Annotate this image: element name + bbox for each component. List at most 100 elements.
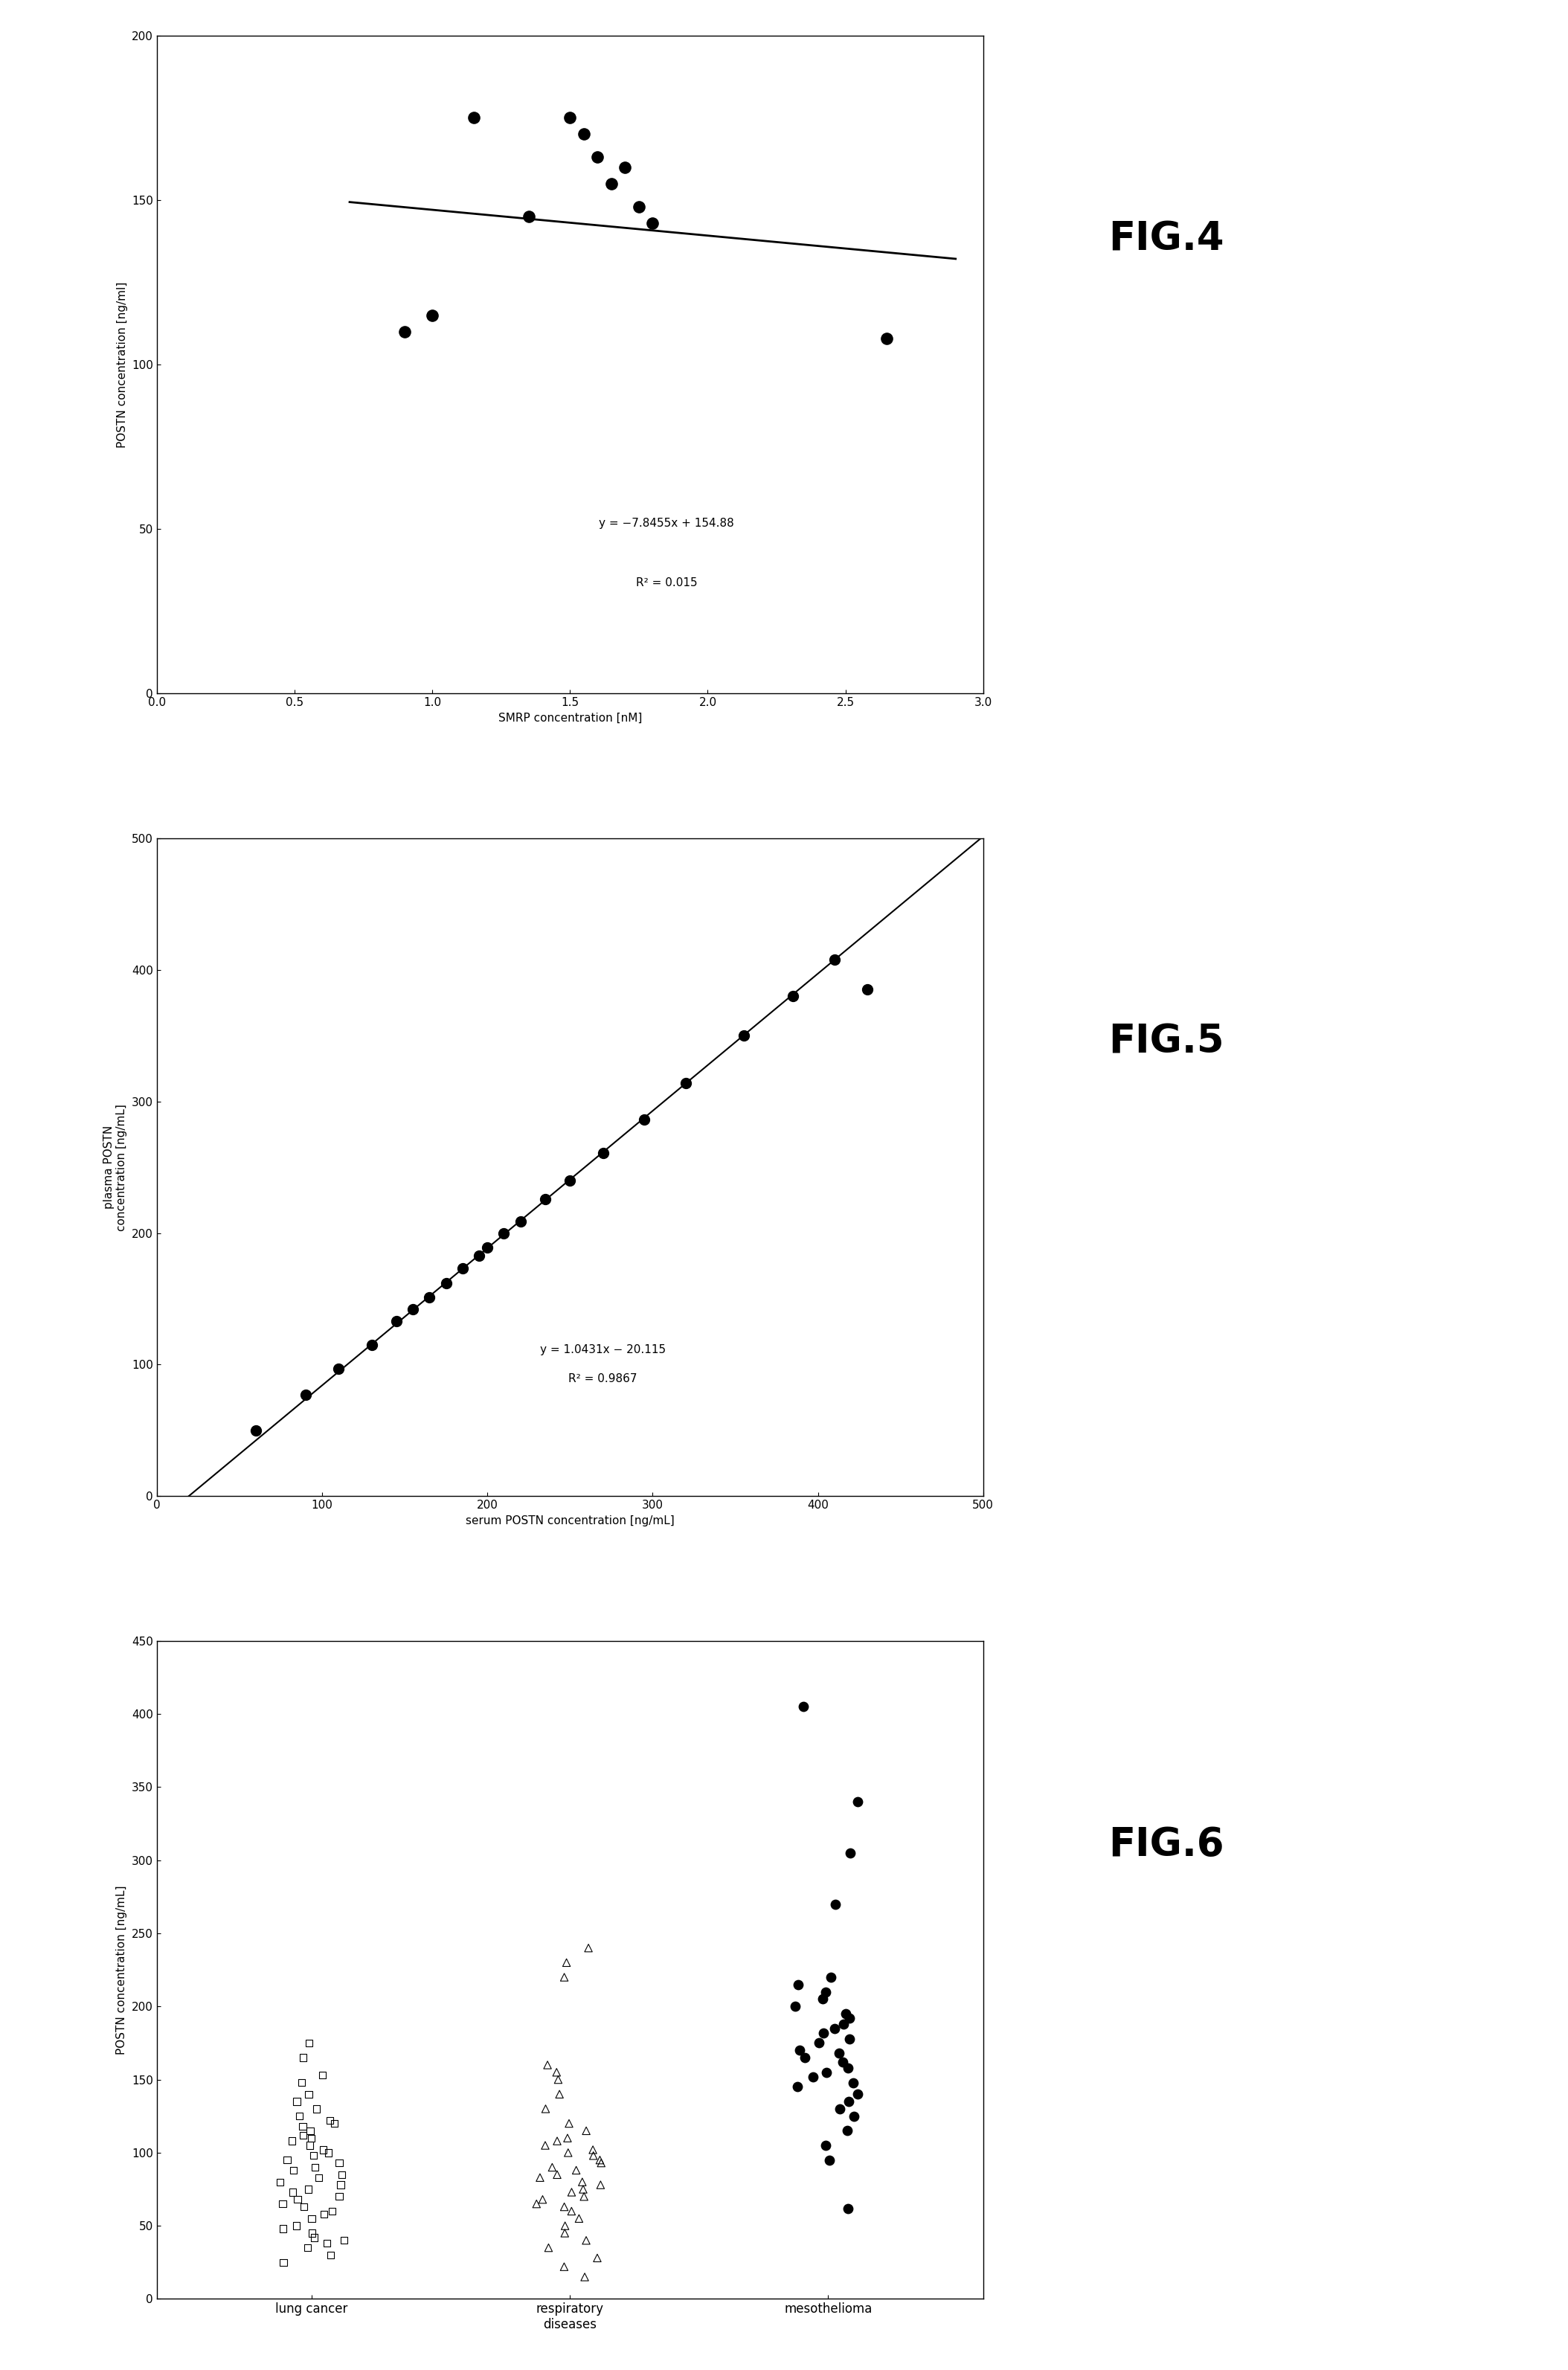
Point [281, 2173, 306, 2211]
Point [585, 2240, 610, 2278]
Point [640, 204, 665, 242]
Point [806, 2024, 831, 2062]
Point [558, 100, 583, 137]
Point [782, 1988, 808, 2026]
Point [552, 2247, 577, 2285]
Point [301, 2218, 326, 2256]
Point [530, 2180, 555, 2218]
Point [792, 2038, 817, 2076]
Point [392, 313, 417, 351]
Point [571, 2178, 596, 2216]
Point [296, 2126, 321, 2164]
Point [270, 2209, 295, 2247]
Point [306, 2159, 331, 2197]
Point [274, 2140, 299, 2178]
Point [296, 2171, 321, 2209]
Point [591, 1133, 616, 1171]
Point [613, 149, 638, 187]
Point [533, 2090, 558, 2128]
Point [632, 1102, 657, 1140]
Point [285, 2180, 310, 2218]
Point [626, 187, 651, 225]
Point [287, 2097, 312, 2135]
Point [284, 2206, 309, 2244]
Point [588, 2166, 613, 2204]
Point [834, 2112, 859, 2150]
Point [296, 2076, 321, 2114]
Point [544, 2157, 569, 2195]
Point [310, 2057, 336, 2095]
Point [837, 2019, 862, 2057]
Point [547, 2076, 572, 2114]
Point [563, 2152, 588, 2190]
Point [535, 2045, 560, 2083]
Point [599, 164, 624, 201]
Point [400, 1289, 425, 1327]
Point [384, 1301, 409, 1339]
Point [296, 2024, 321, 2062]
Point [544, 2052, 569, 2090]
Text: FIG.5: FIG.5 [1109, 1021, 1225, 1062]
Point [546, 2060, 571, 2097]
Point [552, 2206, 577, 2244]
Point [295, 2228, 320, 2266]
Point [837, 2000, 862, 2038]
Point [271, 2244, 296, 2282]
Point [326, 2178, 351, 2216]
Point [317, 2102, 342, 2140]
Point [267, 2164, 292, 2202]
Point [433, 1263, 458, 1301]
Point [831, 2005, 856, 2043]
Point [318, 2235, 343, 2273]
Point [555, 2133, 580, 2171]
Point [833, 1996, 858, 2033]
Point [786, 2069, 811, 2107]
Point [290, 2064, 315, 2102]
Point [310, 2131, 336, 2169]
Point [580, 2131, 605, 2169]
Point [299, 2199, 325, 2237]
Point [831, 2043, 856, 2081]
Point [569, 2164, 594, 2202]
Point [321, 2105, 347, 2142]
Text: y = −7.8455x + 154.88: y = −7.8455x + 154.88 [599, 519, 734, 529]
Point [420, 296, 445, 334]
Point [811, 2014, 836, 2052]
Point [836, 2083, 861, 2121]
Point [326, 2145, 351, 2183]
Point [270, 2185, 295, 2223]
Point [560, 2173, 585, 2211]
Point [301, 2138, 326, 2176]
Point [281, 2152, 306, 2190]
Point [558, 2192, 583, 2230]
Point [290, 2038, 315, 2076]
Point [552, 2214, 577, 2252]
Point [787, 2031, 812, 2069]
Point [801, 2057, 826, 2095]
Point [508, 1202, 533, 1240]
Point [585, 137, 610, 175]
Point [828, 2090, 853, 2128]
Point [533, 1180, 558, 1218]
Point [575, 1929, 601, 1967]
Point [284, 2083, 309, 2121]
Point [814, 1972, 839, 2010]
Text: R² = 0.9867: R² = 0.9867 [569, 1372, 638, 1384]
Point [243, 1413, 268, 1450]
Point [555, 2119, 580, 2157]
Point [279, 2121, 304, 2159]
Point [303, 2147, 328, 2185]
Point [516, 197, 541, 235]
Point [527, 2159, 552, 2197]
Point [571, 116, 596, 154]
Point [845, 2076, 870, 2114]
Point [836, 2050, 861, 2088]
Point [845, 1782, 870, 1820]
Point [326, 1349, 351, 1386]
Point [329, 2157, 354, 2195]
Point [299, 2214, 325, 2252]
Point [822, 941, 847, 979]
Text: FIG.6: FIG.6 [1109, 1825, 1225, 1863]
Point [786, 1965, 811, 2003]
Point [574, 2221, 599, 2259]
